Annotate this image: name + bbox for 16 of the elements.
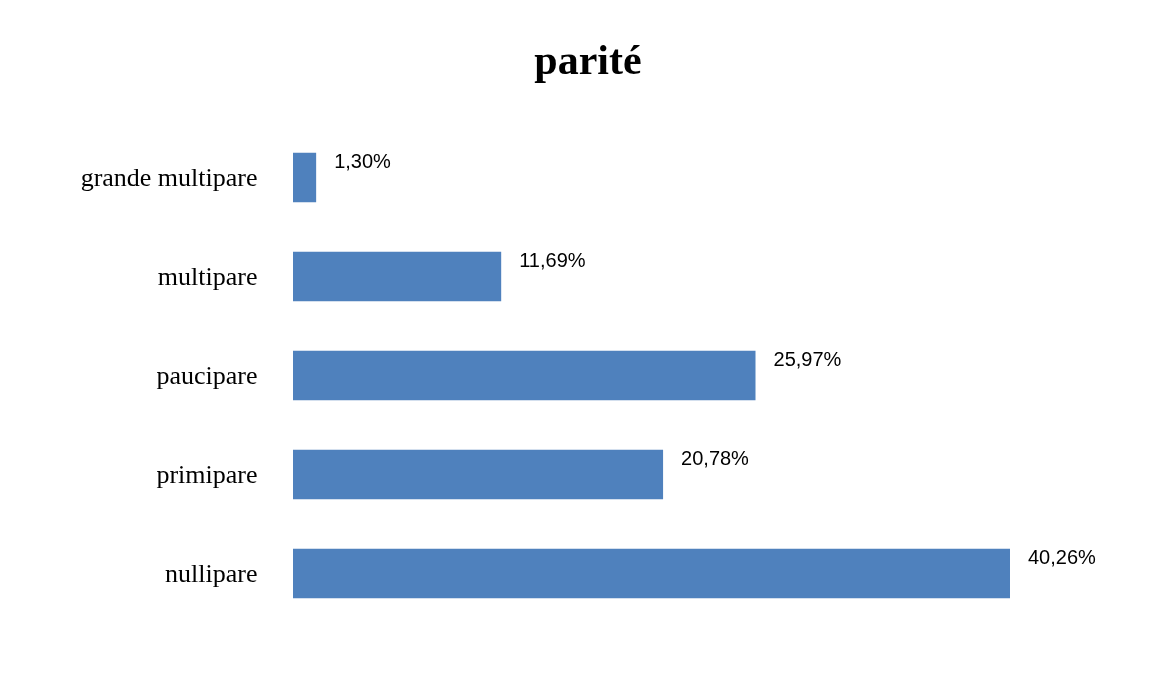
data-label: 25,97% (773, 347, 842, 370)
bar (293, 548, 1010, 599)
y-tick-label: grande multipare (80, 162, 258, 192)
chart-title: parité (534, 37, 642, 83)
y-tick-label: paucipare (156, 360, 258, 390)
data-label: 11,69% (519, 248, 586, 271)
bar (293, 251, 502, 302)
bar (293, 449, 664, 500)
y-tick-label: nullipare (165, 558, 258, 588)
bar (293, 350, 756, 401)
y-tick-label: primipare (156, 459, 258, 489)
data-label: 20,78% (681, 446, 750, 469)
bar (293, 152, 317, 203)
data-label: 40,26% (1028, 545, 1097, 568)
data-label: 1,30% (334, 149, 392, 172)
y-tick-label: multipare (157, 261, 258, 291)
